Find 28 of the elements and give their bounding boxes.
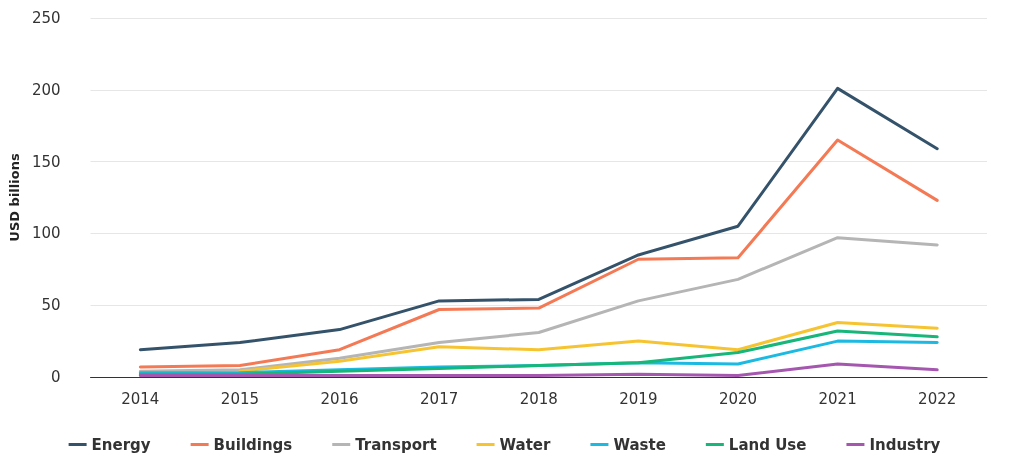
legend-label: Water <box>499 435 552 454</box>
line-series <box>138 362 939 378</box>
legend-label: Energy <box>91 435 151 454</box>
y-axis-title: USD billions <box>7 153 22 242</box>
x-tick-label: 2018 <box>519 389 558 408</box>
y-tick-label: 100 <box>31 224 61 243</box>
x-tick-label: 2017 <box>420 389 459 408</box>
legend-label: Buildings <box>213 435 293 454</box>
x-tick-label: 2020 <box>718 389 758 408</box>
y-tick-label: 250 <box>31 9 61 27</box>
x-tick-label: 2015 <box>220 389 260 408</box>
line-series <box>238 320 939 373</box>
legend-label: Transport <box>355 435 437 454</box>
x-tick-label: 2021 <box>818 389 857 408</box>
line-series <box>138 86 939 352</box>
legend-label: Land Use <box>728 435 807 454</box>
x-tick-label: 2016 <box>320 389 359 408</box>
y-tick-label: 150 <box>31 152 61 171</box>
x-tick-label: 2022 <box>918 389 957 408</box>
legend-label: Industry <box>869 435 941 454</box>
line-series <box>138 138 939 369</box>
x-tick-label: 2014 <box>121 389 160 408</box>
x-tick-label: 2019 <box>619 389 658 408</box>
y-tick-label: 200 <box>31 80 61 99</box>
y-tick-label: 0 <box>50 368 61 386</box>
legend-label: Waste <box>613 435 666 454</box>
line-series <box>138 236 939 373</box>
y-tick-label: 50 <box>41 296 61 315</box>
